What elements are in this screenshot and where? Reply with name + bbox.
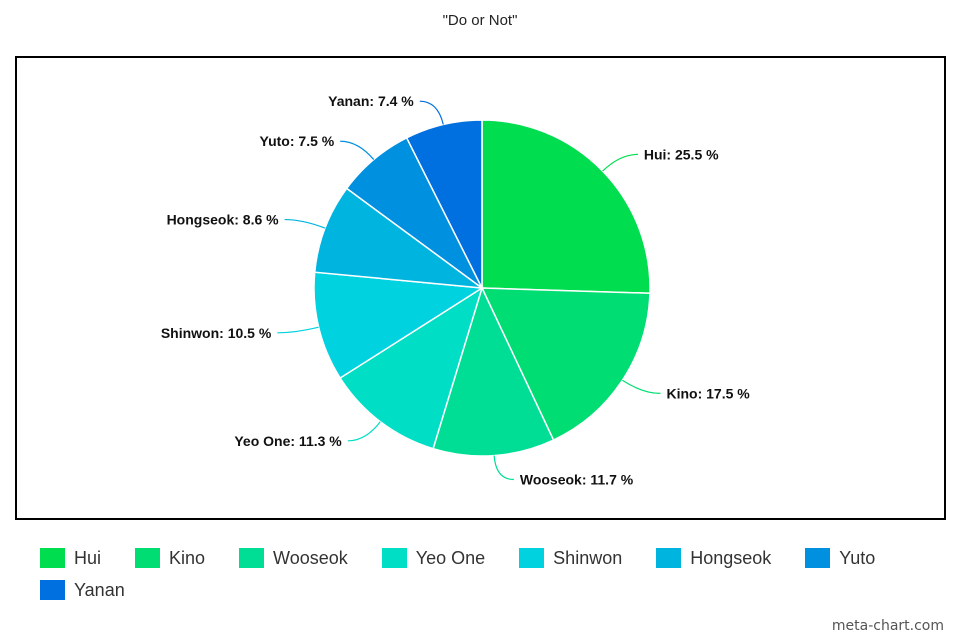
legend-swatch (239, 548, 265, 568)
legend-item-hui[interactable]: Hui (40, 546, 101, 570)
legend-label: Hongseok (690, 547, 772, 568)
legend-item-kino[interactable]: Kino (135, 546, 205, 570)
legend-swatch (656, 548, 682, 568)
watermark: meta-chart.com (831, 618, 944, 634)
leader-line-kino (622, 379, 661, 395)
leader-line-yanan (419, 100, 444, 125)
legend-swatch (135, 548, 161, 568)
slice-label-hui: Hui: 25.5 % (644, 146, 719, 162)
legend-item-yanan[interactable]: Yanan (40, 578, 125, 602)
chart-title: "Do or Not" (442, 12, 518, 29)
legend-item-yeo-one[interactable]: Yeo One (381, 546, 486, 570)
pie-slice-hui (481, 119, 651, 295)
slice-label-yanan: Yanan: 7.4 % (328, 93, 414, 109)
legend-label: Shinwon (553, 547, 623, 568)
slice-label-kino: Kino: 17.5 % (666, 385, 750, 401)
legend-label: Kino (169, 547, 206, 568)
slice-label-shinwon: Shinwon: 10.5 % (161, 325, 272, 341)
legend-label: Yuto (839, 547, 876, 568)
leader-line-hui (602, 153, 638, 172)
legend-label: Wooseok (273, 547, 348, 568)
leader-line-yuto (340, 140, 375, 160)
legend-label: Yeo One (415, 547, 486, 568)
legend-item-wooseok[interactable]: Wooseok (239, 546, 348, 570)
legend-swatch (40, 580, 65, 600)
legend-item-shinwon[interactable]: Shinwon (519, 546, 622, 570)
legend-label: Yanan (74, 579, 125, 600)
slice-label-wooseok: Wooseok: 11.7 % (520, 471, 634, 487)
pie-slice-yanan (405, 119, 483, 289)
legend-label: Hui (74, 547, 102, 568)
leader-line-shinwon (277, 326, 319, 334)
legend-swatch (381, 548, 407, 568)
pie-slice-shinwon (313, 271, 485, 380)
slice-label-yeo-one: Yeo One: 11.3 % (234, 433, 342, 449)
legend-swatch (40, 548, 65, 568)
leader-line-wooseok (493, 455, 514, 481)
plot-area: Hui: 25.5 % Kino: 17.5 % Wooseok: 11.7 % Ye… (15, 56, 946, 520)
legend-swatch (519, 548, 545, 568)
pie-slice-hongseok (313, 187, 485, 290)
legend-swatch (805, 548, 831, 568)
slice-label-yuto: Yuto: 7.5 % (260, 133, 335, 149)
legend-item-yuto[interactable]: Yuto (805, 546, 875, 570)
legend-item-hongseok[interactable]: Hongseok (656, 546, 771, 570)
slice-label-hongseok: Hongseok: 8.6 % (167, 212, 280, 228)
leader-line-hongseok (284, 218, 326, 229)
legend: Hui Kino Wooseok Yeo One Shinwon Hongseok Yuto… (40, 546, 940, 602)
pie-chart: Hui: 25.5 % Kino: 17.5 % Wooseok: 11.7 % Ye… (161, 93, 750, 487)
leader-line-yeo-one (347, 421, 381, 442)
